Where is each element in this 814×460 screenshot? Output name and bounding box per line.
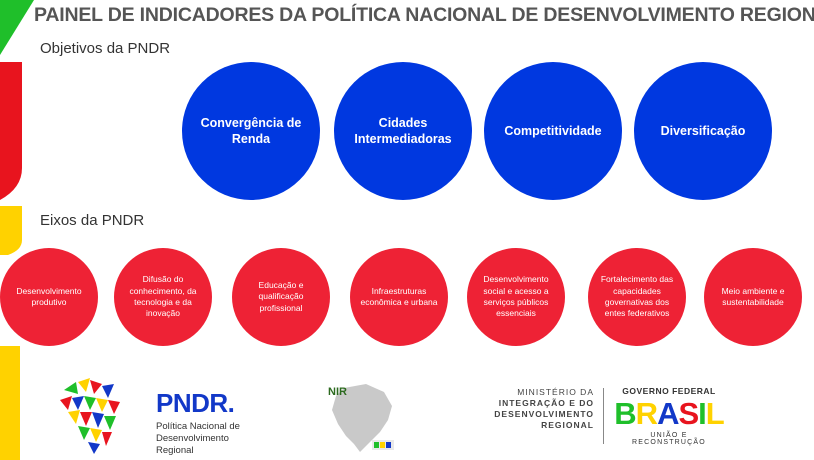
objective-circle-cidades[interactable]: Cidades Intermediadoras <box>334 62 472 200</box>
pndr-full-name: Política Nacional de Desenvolvimento Reg… <box>156 421 240 456</box>
green-triangle <box>0 0 34 55</box>
ministry-line3: DESENVOLVIMENTO <box>494 409 594 420</box>
objective-circle-convergencia[interactable]: Convergência de Renda <box>182 62 320 200</box>
gov-bottom-text: UNIÃO E RECONSTRUÇÃO <box>632 432 706 446</box>
axis-circle-difusao-conhecimento[interactable]: Difusão do conhecimento, da tecnologia e… <box>114 248 212 346</box>
yellow-bar-lower <box>0 346 20 460</box>
axis-label: Infraestruturas econômica e urbana <box>360 285 438 307</box>
objective-circle-diversificacao[interactable]: Diversificação <box>634 62 772 200</box>
objective-label: Convergência de Renda <box>200 115 302 146</box>
ministry-line2: INTEGRAÇÃO E DO <box>498 398 594 409</box>
yellow-bar-shape <box>0 206 22 255</box>
axis-circle-desenvolvimento-social[interactable]: Desenvolvimento social e acesso a serviç… <box>467 248 565 346</box>
objective-circle-competitividade[interactable]: Competitividade <box>484 62 622 200</box>
footer-divider <box>603 388 604 444</box>
ministry-line1: MINISTÉRIO DA <box>517 387 594 397</box>
axis-circle-educacao[interactable]: Educação e qualificação profissional <box>232 248 330 346</box>
pndr-mosaic-logo <box>60 378 120 454</box>
axis-label: Educação e qualificação profissional <box>258 279 304 313</box>
gov-top-text: GOVERNO FEDERAL <box>622 386 716 396</box>
objectives-heading: Objetivos da PNDR <box>40 40 171 57</box>
brazil-map-logo <box>332 384 394 452</box>
ministry-logo: MINISTÉRIO DA INTEGRAÇÃO E DO DESENVOLVI… <box>490 387 594 431</box>
ministry-line4: REGIONAL <box>541 420 594 431</box>
left-color-bar <box>0 0 34 460</box>
objective-label: Cidades Intermediadoras <box>354 115 452 146</box>
nir-logo-text: NIR <box>328 386 347 398</box>
objective-label: Diversificação <box>660 123 746 138</box>
axis-label: Fortalecimento das capacidades governati… <box>600 274 674 319</box>
red-bar-shape <box>0 62 22 200</box>
pndr-brand-text: PNDR. <box>156 388 235 418</box>
page-title: PAINEL DE INDICADORES DA POLÍTICA NACION… <box>34 4 814 26</box>
axis-circle-infraestruturas[interactable]: Infraestruturas econômica e urbana <box>350 248 448 346</box>
axes-heading: Eixos da PNDR <box>40 212 145 229</box>
axis-circle-desenvolvimento-produtivo[interactable]: Desenvolvimento produtivo <box>0 248 98 346</box>
axis-label: Desenvolvimento produtivo <box>16 285 82 307</box>
axis-circle-meio-ambiente[interactable]: Meio ambiente e sustentabilidade <box>704 248 802 346</box>
objective-label: Competitividade <box>504 123 602 138</box>
axis-circle-fortalecimento[interactable]: Fortalecimento das capacidades governati… <box>588 248 686 346</box>
axis-label: Desenvolvimento social e acesso a serviç… <box>483 274 549 319</box>
axis-label: Meio ambiente e sustentabilidade <box>721 285 785 307</box>
axis-label: Difusão do conhecimento, da tecnologia e… <box>129 274 197 319</box>
pndr-brand-block: PNDR. Política Nacional de Desenvolvimen… <box>156 388 246 457</box>
